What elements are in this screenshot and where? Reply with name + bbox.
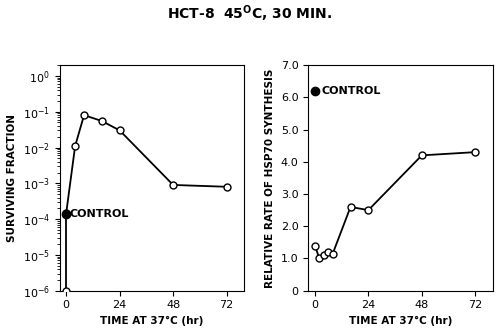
Text: CONTROL: CONTROL	[322, 86, 381, 96]
X-axis label: TIME AT 37°C (hr): TIME AT 37°C (hr)	[100, 316, 204, 326]
X-axis label: TIME AT 37°C (hr): TIME AT 37°C (hr)	[349, 316, 453, 326]
Text: HCT-8  45$\mathregular{^O}$C, 30 MIN.: HCT-8 45$\mathregular{^O}$C, 30 MIN.	[168, 3, 332, 24]
Y-axis label: RELATIVE RATE OF HSP70 SYNTHESIS: RELATIVE RATE OF HSP70 SYNTHESIS	[265, 68, 275, 288]
Text: CONTROL: CONTROL	[70, 209, 129, 219]
Y-axis label: SURVIVING FRACTION: SURVIVING FRACTION	[7, 114, 17, 242]
